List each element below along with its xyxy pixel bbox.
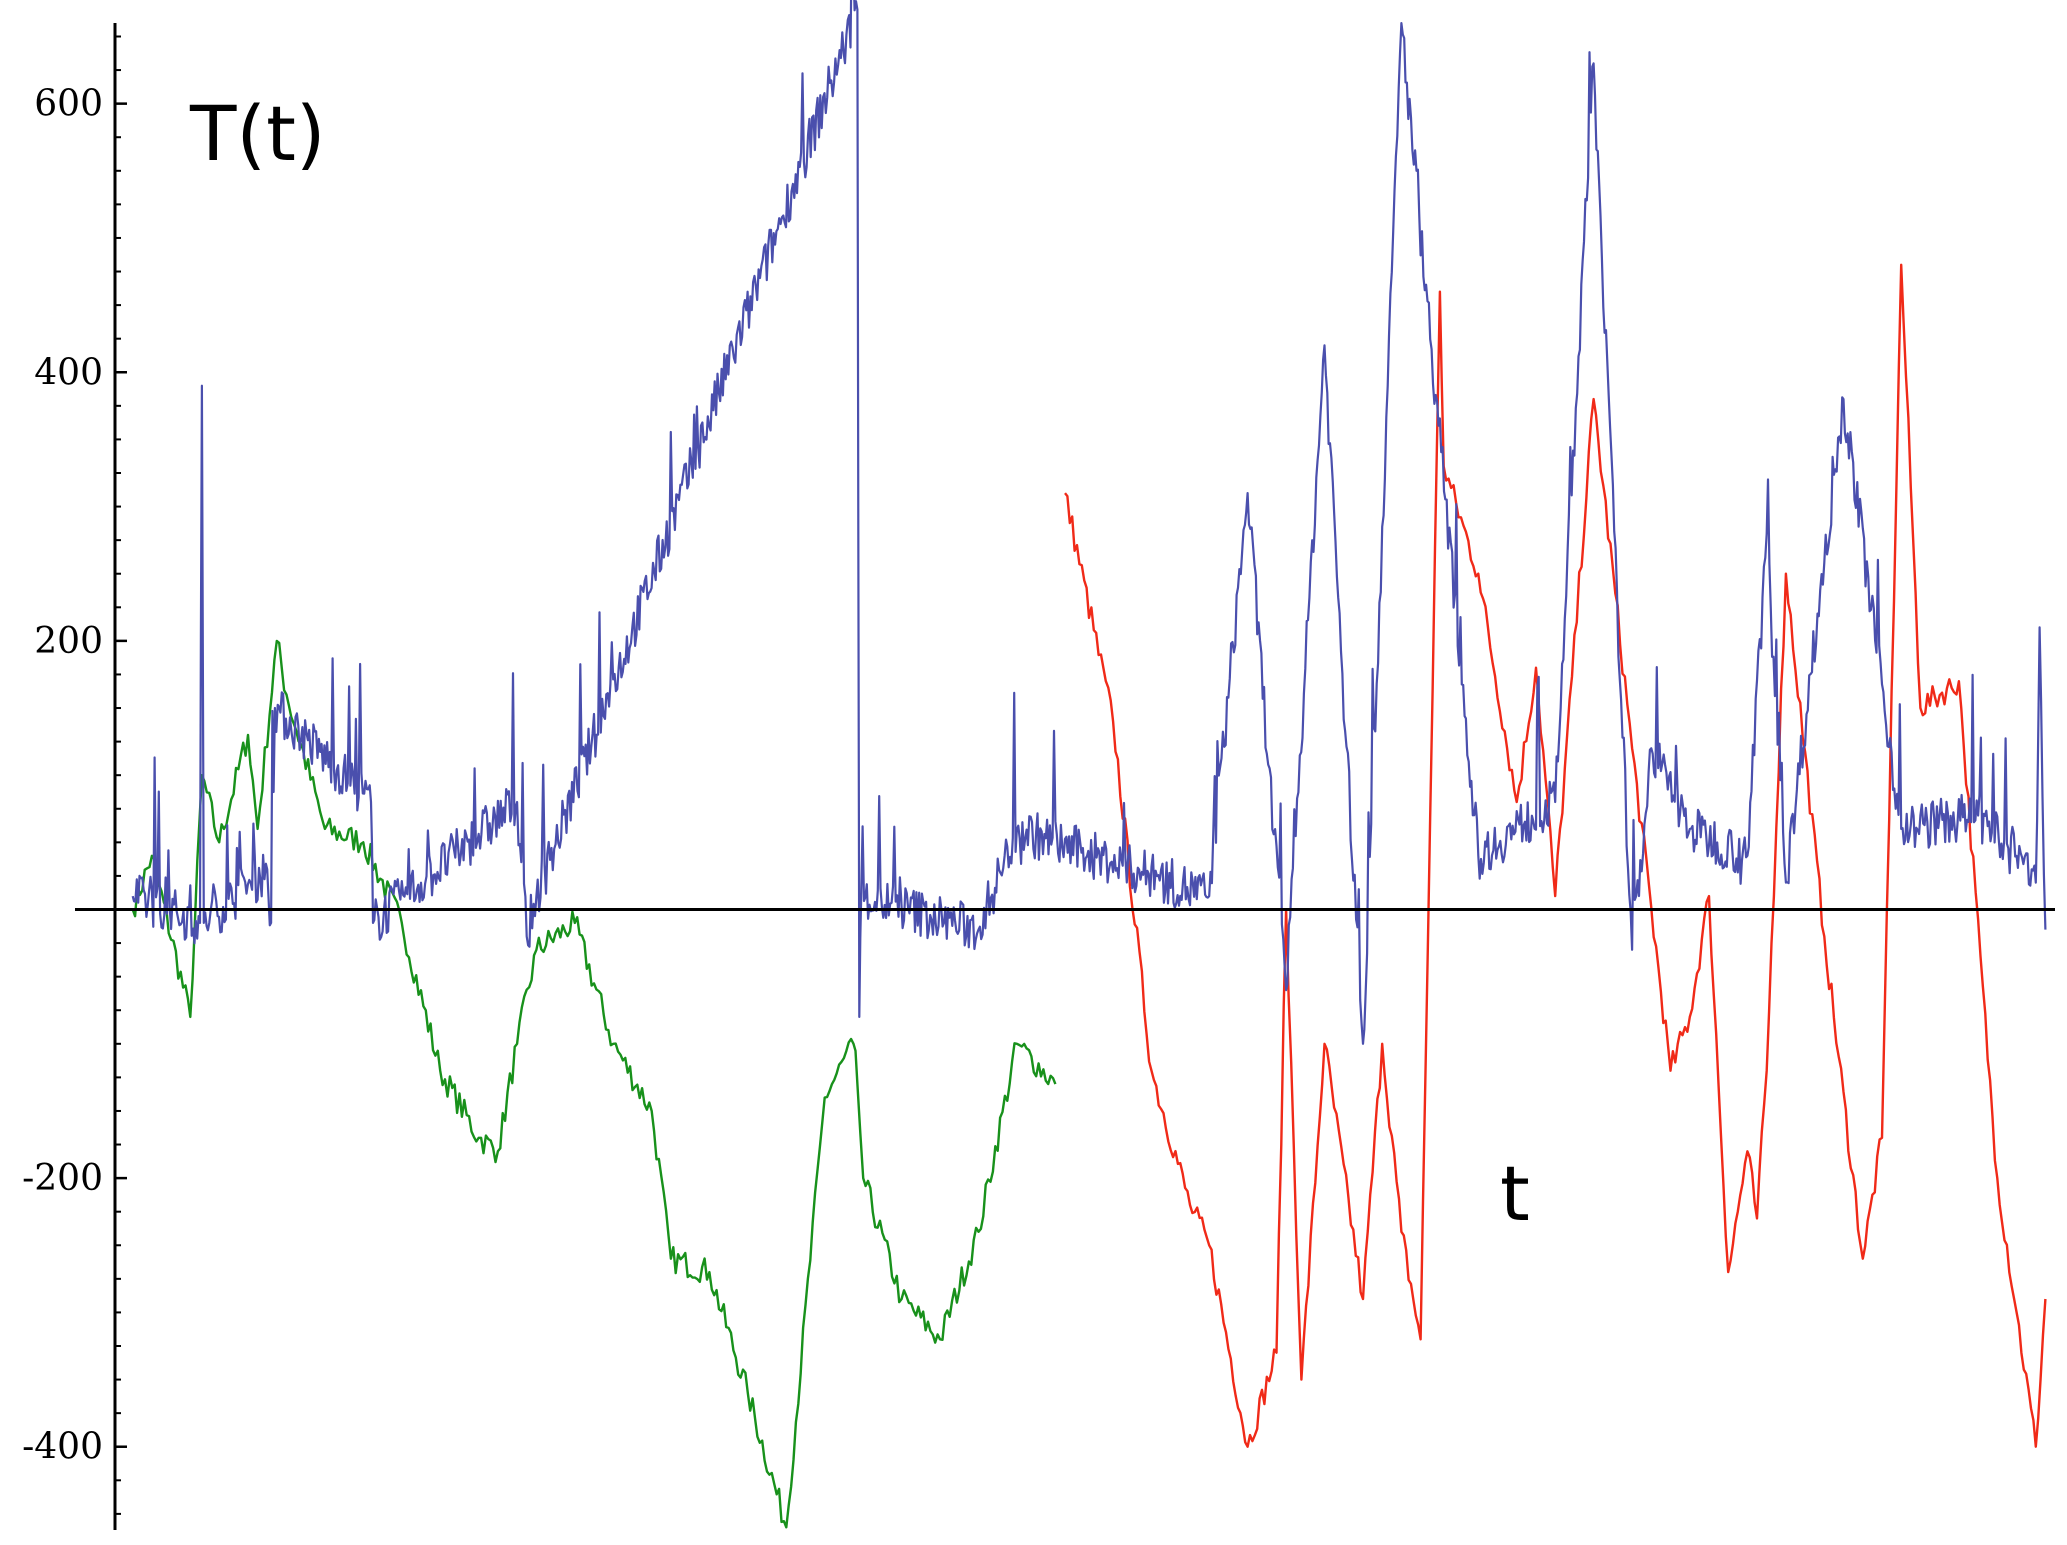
y-tick-label: 600 bbox=[34, 84, 103, 125]
y-tick-label: 200 bbox=[34, 621, 103, 662]
x-axis-label: t bbox=[1500, 1149, 1530, 1238]
series-line bbox=[1064, 263, 2047, 1448]
y-tick-label: -400 bbox=[22, 1427, 103, 1468]
chart-title: T(t) bbox=[189, 89, 326, 178]
series-layer bbox=[131, 0, 2047, 1529]
series-line bbox=[131, 0, 2047, 1045]
series-line bbox=[131, 639, 1057, 1529]
y-tick-label: 400 bbox=[34, 352, 103, 393]
y-tick-label: -200 bbox=[22, 1158, 103, 1199]
y-ticks: -400 -200 200 400 600 bbox=[22, 35, 127, 1515]
y-axis: -400 -200 200 400 600 bbox=[22, 23, 127, 1530]
